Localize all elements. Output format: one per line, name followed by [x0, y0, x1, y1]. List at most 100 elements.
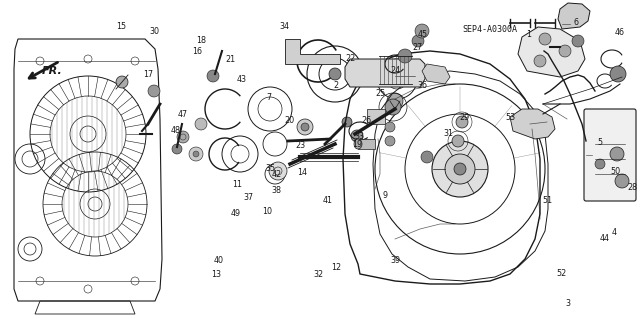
Text: 36: 36 [417, 81, 428, 90]
Text: 43: 43 [237, 75, 247, 84]
Circle shape [595, 159, 605, 169]
Circle shape [385, 122, 395, 132]
Text: 53: 53 [506, 113, 516, 122]
Text: 30: 30 [150, 27, 160, 36]
Circle shape [412, 35, 424, 47]
Circle shape [329, 68, 341, 80]
Text: 27: 27 [412, 43, 422, 52]
Circle shape [342, 117, 352, 127]
Text: 15: 15 [116, 22, 127, 31]
Circle shape [432, 141, 488, 197]
Text: 46: 46 [614, 28, 625, 37]
Text: 19: 19 [352, 140, 362, 149]
Text: 44: 44 [600, 234, 610, 243]
Text: 4: 4 [612, 228, 617, 237]
Text: 17: 17 [143, 70, 154, 78]
Circle shape [269, 162, 287, 180]
Text: 25: 25 [376, 89, 386, 98]
Circle shape [387, 93, 403, 109]
Text: 47: 47 [177, 110, 188, 119]
Text: 1: 1 [526, 30, 531, 39]
Text: 7: 7 [266, 93, 271, 102]
Circle shape [385, 136, 395, 146]
Circle shape [534, 55, 546, 67]
Text: 14: 14 [297, 168, 307, 177]
Circle shape [572, 35, 584, 47]
Text: 31: 31 [443, 129, 453, 138]
Circle shape [116, 76, 128, 88]
Text: 24: 24 [390, 66, 401, 75]
Polygon shape [518, 27, 585, 77]
Text: 52: 52 [557, 269, 567, 278]
Text: 18: 18 [196, 36, 207, 45]
Circle shape [177, 131, 189, 143]
Circle shape [172, 144, 182, 154]
Text: 20: 20 [284, 116, 294, 125]
Text: 11: 11 [232, 180, 242, 189]
Circle shape [421, 151, 433, 163]
Polygon shape [285, 39, 340, 64]
Polygon shape [422, 64, 450, 84]
Circle shape [445, 154, 475, 184]
Text: 28: 28 [627, 183, 637, 192]
Text: 48: 48 [171, 126, 181, 135]
Polygon shape [510, 109, 555, 139]
Text: 33: 33 [355, 132, 365, 141]
Text: 22: 22 [346, 54, 356, 63]
Text: 32: 32 [314, 271, 324, 279]
Text: 51: 51 [542, 196, 552, 205]
FancyBboxPatch shape [584, 109, 636, 201]
Polygon shape [558, 3, 590, 29]
Circle shape [195, 118, 207, 130]
Circle shape [559, 45, 571, 57]
Circle shape [207, 70, 219, 82]
Text: 41: 41 [323, 196, 333, 205]
Circle shape [452, 135, 464, 147]
Circle shape [301, 123, 309, 131]
Text: 3: 3 [566, 299, 571, 308]
Circle shape [610, 147, 624, 161]
Circle shape [539, 33, 551, 45]
Text: FR.: FR. [42, 66, 62, 76]
Ellipse shape [354, 139, 362, 149]
Text: 26: 26 [361, 116, 371, 125]
Text: 35: 35 [265, 164, 275, 173]
Text: 39: 39 [390, 256, 401, 265]
Circle shape [388, 64, 402, 78]
Text: 37: 37 [243, 193, 253, 202]
Circle shape [456, 116, 468, 128]
Circle shape [193, 151, 199, 157]
Text: 42: 42 [271, 170, 282, 179]
Circle shape [552, 39, 568, 55]
Text: 10: 10 [262, 207, 273, 216]
Circle shape [385, 99, 401, 115]
Text: 49: 49 [230, 209, 241, 218]
Polygon shape [345, 59, 425, 87]
Text: 12: 12 [331, 263, 341, 272]
Text: 29: 29 [460, 113, 470, 122]
Text: 9: 9 [383, 191, 388, 200]
Circle shape [610, 66, 626, 82]
Text: 13: 13 [211, 271, 221, 279]
Circle shape [148, 85, 160, 97]
Text: 23: 23 [296, 141, 306, 150]
Text: 40: 40 [214, 256, 224, 265]
Text: 38: 38 [271, 186, 282, 195]
Circle shape [415, 24, 429, 38]
Text: SEP4-A0300A: SEP4-A0300A [463, 26, 518, 34]
Circle shape [615, 174, 629, 188]
Text: 2: 2 [333, 81, 339, 90]
Circle shape [189, 147, 203, 161]
Circle shape [351, 130, 363, 142]
Polygon shape [358, 139, 375, 149]
Text: 21: 21 [225, 56, 236, 64]
Text: 6: 6 [573, 19, 579, 27]
Text: 5: 5 [598, 138, 603, 147]
Circle shape [454, 163, 466, 175]
Circle shape [297, 119, 313, 135]
Polygon shape [367, 109, 385, 124]
Text: 50: 50 [611, 167, 621, 176]
Text: 16: 16 [192, 47, 202, 56]
Text: 34: 34 [280, 22, 290, 31]
Text: 45: 45 [417, 30, 428, 39]
